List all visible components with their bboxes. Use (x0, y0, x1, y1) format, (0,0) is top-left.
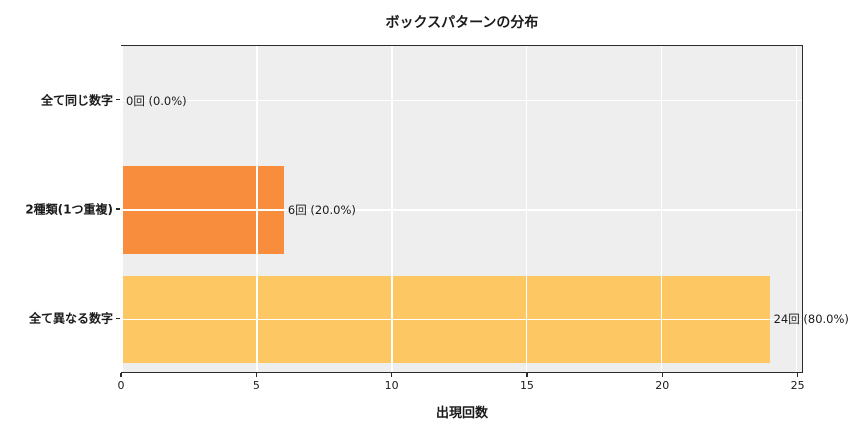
y-axis-category-label: 全て異なる数字 (28, 311, 113, 326)
x-axis-tick-mark (255, 373, 257, 377)
gridline-vertical (256, 46, 258, 372)
x-axis-tick-mark (391, 373, 393, 377)
x-axis-tick-label: 20 (655, 379, 670, 392)
x-axis-tick-label: 5 (252, 379, 260, 392)
y-axis-tick-mark (116, 208, 120, 210)
y-axis-labels: 全て同じ数字 2種類(1つ重複) 全て異なる数字 (0, 45, 113, 373)
gridline-horizontal (122, 209, 802, 211)
x-axis-title: 出現回数 (435, 406, 488, 421)
y-axis-category-label: 全て同じ数字 (40, 93, 113, 108)
gridline-vertical (660, 46, 663, 372)
gridline-vertical (121, 46, 123, 372)
x-axis-tick-label: 0 (117, 379, 125, 392)
gridline-vertical (391, 46, 393, 372)
y-axis-category-label: 2種類(1つ重複) (25, 202, 113, 217)
gridline-vertical (526, 46, 528, 372)
y-axis-tick-mark (116, 317, 120, 319)
bar-value-label: 24回 (80.0%) (773, 312, 849, 327)
bar-value-label: 6回 (20.0%) (287, 203, 356, 217)
x-axis-tick-mark (796, 373, 799, 377)
plot-area: 0回 (0.0%) 6回 (20.0%) 24回 (80.0%) (121, 45, 849, 373)
gridline-horizontal (122, 318, 802, 321)
x-axis-tick-label: 25 (790, 379, 805, 392)
gridline-vertical (795, 46, 798, 372)
x-axis-tick-label: 10 (384, 379, 399, 392)
bar-value-label: 0回 (0.0%) (126, 93, 187, 108)
x-axis-tick-mark (120, 373, 122, 377)
x-axis-tick-label: 15 (519, 379, 534, 392)
x-axis-tick-mark (661, 373, 663, 377)
y-axis-tick-mark (116, 99, 120, 101)
x-axis-tick-mark (526, 373, 528, 377)
gridline-horizontal (122, 99, 802, 102)
chart-title: ボックスパターンの分布 (385, 15, 539, 31)
